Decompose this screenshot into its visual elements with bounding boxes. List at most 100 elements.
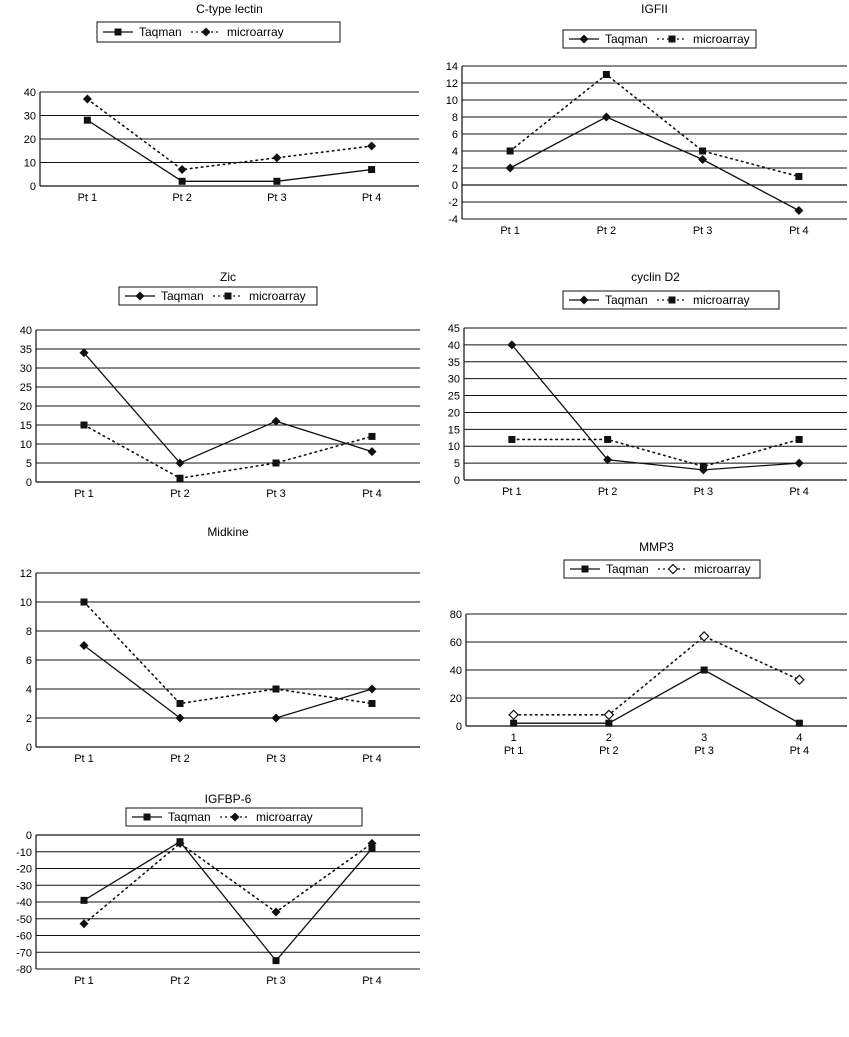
y-tick-label: 60 bbox=[450, 637, 462, 649]
x-tick-label: Pt 1 bbox=[74, 753, 94, 765]
legend-label: Taqman bbox=[605, 293, 648, 307]
y-tick-label: 2 bbox=[452, 163, 458, 175]
legend-label: Taqman bbox=[161, 289, 204, 303]
legend-label: microarray bbox=[694, 562, 751, 576]
y-tick-label: 6 bbox=[26, 655, 32, 667]
legend-label: microarray bbox=[249, 289, 306, 303]
data-point bbox=[367, 141, 377, 151]
legend-label: microarray bbox=[693, 293, 750, 307]
legend-box bbox=[562, 29, 757, 49]
chart-svg: Zic Taqman microarray 0 5 10 15 20 25 30 35 40 Pt 1 P… bbox=[20, 270, 420, 500]
y-tick-label: -30 bbox=[16, 880, 32, 892]
y-tick-label: -2 bbox=[448, 197, 458, 209]
chart-panel-zic: Zic Taqman microarray 0 5 10 15 20 25 30 35 40 Pt 1 P… bbox=[0, 268, 424, 508]
y-tick-label: 40 bbox=[20, 325, 32, 337]
chart-title: cyclin D2 bbox=[631, 270, 680, 284]
data-point bbox=[367, 838, 377, 848]
x-tick-label: Pt 4 bbox=[790, 745, 810, 757]
y-tick-label: 25 bbox=[20, 382, 32, 394]
series-line-microarray bbox=[511, 438, 800, 468]
y-tick-label: 0 bbox=[454, 475, 460, 487]
data-point bbox=[698, 155, 708, 164]
y-tick-label: 30 bbox=[24, 111, 36, 123]
chart-svg: cyclin D2 Taqman microarray 0 5 10 15 20 25 30 35 4… bbox=[448, 270, 847, 498]
y-tick-label: 40 bbox=[24, 87, 36, 99]
data-point bbox=[505, 163, 515, 173]
y-tick-label: 10 bbox=[448, 441, 460, 453]
y-tick-label: 12 bbox=[446, 78, 458, 90]
x-tick-label: Pt 2 bbox=[170, 488, 190, 500]
data-point bbox=[367, 447, 377, 457]
data-point bbox=[367, 684, 377, 694]
legend-marker bbox=[135, 291, 145, 301]
data-point bbox=[602, 71, 610, 78]
data-point bbox=[82, 94, 92, 104]
legend-label: microarray bbox=[256, 810, 313, 824]
data-point bbox=[699, 462, 707, 470]
y-tick-label: -4 bbox=[448, 214, 458, 226]
y-tick-label: 4 bbox=[26, 684, 32, 696]
y-tick-label: 10 bbox=[24, 158, 36, 170]
chart-svg: IGFII Taqman microarray -4 -2 0 2 4 6 8 10 12 14 Pt 1… bbox=[446, 2, 847, 237]
legend-marker bbox=[230, 812, 240, 822]
data-point bbox=[368, 432, 376, 440]
y-tick-label: 40 bbox=[450, 665, 462, 677]
y-tick-label: -10 bbox=[16, 847, 32, 859]
y-tick-label: 0 bbox=[452, 180, 458, 192]
y-tick-label: 6 bbox=[452, 129, 458, 141]
chart-panel-igfii: IGFII Taqman microarray -4 -2 0 2 4 6 8 10 12 14 Pt 1… bbox=[426, 0, 849, 250]
y-tick-label: 45 bbox=[448, 323, 460, 335]
y-tick-label: -50 bbox=[16, 914, 32, 926]
series-line-microarray bbox=[509, 73, 800, 178]
legend-marker bbox=[224, 292, 232, 300]
data-point bbox=[795, 435, 803, 443]
legend-marker bbox=[668, 35, 676, 43]
data-point bbox=[698, 631, 710, 642]
legend-marker bbox=[579, 295, 589, 305]
legend-label: Taqman bbox=[139, 25, 182, 39]
chart-svg: IGFBP-6 Taqman microarray -80 -70 -60 -50 -40 -3… bbox=[16, 792, 420, 987]
x-tick-label: Pt 1 bbox=[500, 225, 520, 237]
x-tick-label: 4 bbox=[796, 732, 802, 744]
data-point bbox=[272, 153, 282, 163]
x-tick-label: Pt 4 bbox=[789, 486, 809, 498]
data-point bbox=[368, 700, 376, 707]
series-line-microarray bbox=[512, 635, 801, 716]
chart-svg: MMP3 Taqman microarray 0 20 40 60 80 1Pt 1 2Pt 2 3… bbox=[450, 540, 847, 757]
data-point bbox=[83, 116, 91, 124]
x-tick-label: Pt 3 bbox=[266, 753, 286, 765]
y-tick-label: 0 bbox=[30, 181, 36, 193]
x-tick-label: Pt 2 bbox=[599, 745, 619, 757]
x-tick-label: 1 bbox=[511, 732, 517, 744]
data-point bbox=[177, 165, 187, 175]
x-tick-label: Pt 4 bbox=[362, 753, 382, 765]
legend-box bbox=[125, 807, 363, 827]
y-tick-label: 0 bbox=[26, 477, 32, 489]
x-tick-label: Pt 3 bbox=[266, 488, 286, 500]
y-tick-label: 20 bbox=[448, 407, 460, 419]
data-point bbox=[271, 416, 281, 426]
data-point bbox=[175, 838, 185, 848]
series-line-taqman bbox=[511, 344, 800, 471]
chart-title: IGFBP-6 bbox=[205, 792, 252, 806]
data-point bbox=[271, 713, 281, 723]
data-point bbox=[79, 641, 89, 650]
y-tick-label: 25 bbox=[448, 391, 460, 403]
legend-marker bbox=[667, 563, 679, 575]
legend-marker bbox=[579, 34, 589, 44]
data-point bbox=[271, 907, 281, 917]
y-tick-label: 15 bbox=[20, 420, 32, 432]
y-tick-label: 35 bbox=[448, 357, 460, 369]
data-point bbox=[80, 598, 88, 606]
data-point bbox=[272, 459, 280, 467]
y-tick-label: 20 bbox=[24, 134, 36, 146]
x-tick-label: 3 bbox=[701, 732, 707, 744]
y-tick-label: 8 bbox=[452, 112, 458, 124]
chart-title: IGFII bbox=[641, 2, 668, 16]
data-point bbox=[272, 957, 280, 965]
data-point bbox=[794, 206, 804, 215]
y-tick-label: 12 bbox=[20, 568, 32, 580]
data-point bbox=[603, 709, 615, 721]
x-tick-label: Pt 1 bbox=[504, 745, 524, 757]
chart-panel-cyclin-d2: cyclin D2 Taqman microarray 0 5 10 15 20 25 30 35 4… bbox=[426, 268, 849, 508]
